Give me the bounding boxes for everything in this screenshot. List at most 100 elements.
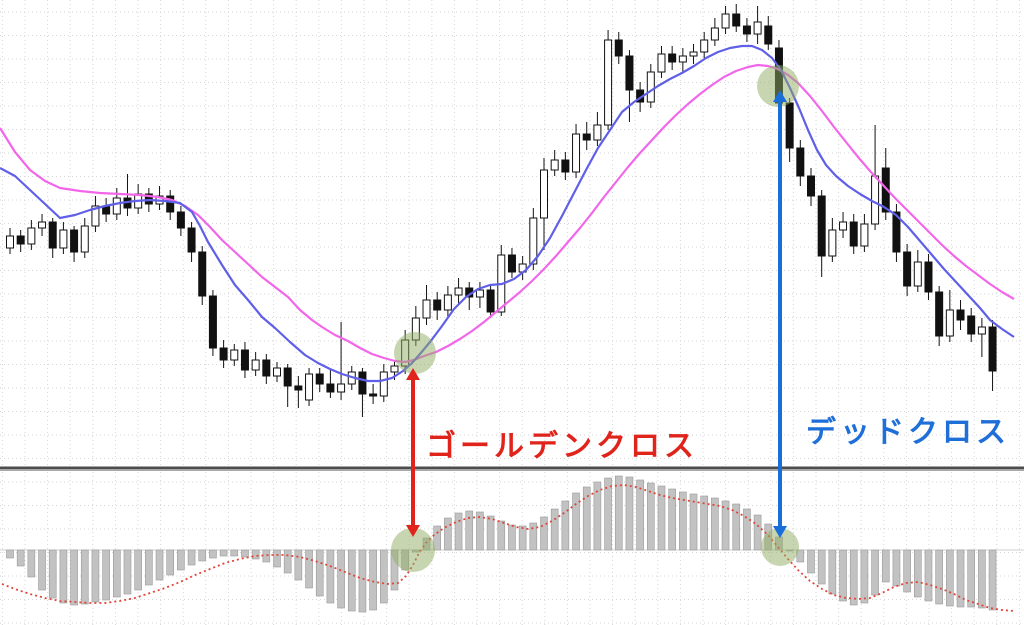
candle-bullish <box>977 326 986 335</box>
macd-bar <box>70 549 78 606</box>
candle-bearish <box>507 254 516 273</box>
candle-bullish <box>871 175 880 225</box>
candle-bullish <box>700 39 709 53</box>
candle-bearish <box>561 159 570 173</box>
candle-bullish <box>91 205 100 227</box>
golden-cross-label: ゴールデンクロス <box>426 430 698 463</box>
macd-bar <box>486 515 495 551</box>
macd-bar <box>198 549 207 562</box>
candle-bearish <box>48 221 57 249</box>
candle-bullish <box>646 71 655 103</box>
candle-bearish <box>176 211 185 229</box>
macd-bar <box>839 549 847 602</box>
macd-bar <box>913 549 922 598</box>
candle-bearish <box>892 211 901 253</box>
macd-bar <box>625 476 634 551</box>
candle-bearish <box>817 195 826 257</box>
macd-bar <box>978 549 986 609</box>
candle-bearish <box>187 227 196 253</box>
candle-bearish <box>369 393 378 397</box>
candle-bearish <box>935 291 944 337</box>
candle-bearish <box>764 25 773 45</box>
candle-bullish <box>38 221 47 229</box>
macd-bar <box>358 549 367 613</box>
candle-bearish <box>849 221 858 247</box>
candle-bullish <box>689 51 698 57</box>
macd-bar <box>80 549 89 605</box>
macd-bar <box>145 549 153 586</box>
macd-bar <box>871 549 879 596</box>
candle-bearish <box>796 147 805 177</box>
candle-bullish <box>475 289 484 298</box>
candle-bearish <box>294 385 303 391</box>
candle-bullish <box>454 287 463 296</box>
macd-bar <box>294 549 303 581</box>
macd-bar <box>48 549 57 599</box>
candle-bullish <box>529 217 538 265</box>
macd-bar <box>807 549 815 574</box>
candle-bullish <box>753 21 762 35</box>
candle-bearish <box>198 251 207 297</box>
macd-bar <box>337 549 345 609</box>
candle-bullish <box>305 373 314 401</box>
macd-bar <box>860 549 869 604</box>
macd-bar <box>27 549 36 578</box>
candle-bullish <box>230 349 239 361</box>
macd-bar <box>273 549 281 568</box>
candle-bullish <box>913 261 922 287</box>
candle-bullish <box>710 27 719 41</box>
candle-bullish <box>27 227 36 245</box>
macd-bar <box>315 549 324 597</box>
macd-bar <box>134 549 142 591</box>
macd-bar <box>251 549 260 560</box>
candle-bullish <box>657 53 666 73</box>
golden-cross-arrow-head-up <box>406 368 420 380</box>
macd-bar <box>454 512 463 551</box>
candle-bearish <box>219 347 228 361</box>
macd-bar <box>604 477 612 551</box>
macd-bar <box>817 549 826 585</box>
macd-bar <box>177 549 185 571</box>
candle-bullish <box>828 229 837 257</box>
macd-bar <box>881 549 890 583</box>
macd-bar <box>540 516 548 551</box>
candle-bearish <box>326 383 335 393</box>
macd-bar <box>946 549 954 607</box>
dead-cross-price-highlight <box>757 65 799 107</box>
candle-bearish <box>956 309 965 321</box>
candle-bullish <box>540 169 548 219</box>
macd-bar <box>561 500 570 551</box>
candle-bullish <box>721 13 730 29</box>
macd-bar <box>967 549 976 608</box>
candle-bearish <box>625 55 634 91</box>
macd-bar <box>91 549 100 603</box>
candle-bearish <box>582 133 591 141</box>
candle-bullish <box>593 124 602 141</box>
macd-bar <box>689 493 698 551</box>
candle-bullish <box>860 223 869 247</box>
dead-cross-label: デッドクロス <box>806 416 1010 449</box>
macd-bar <box>497 520 506 551</box>
candle-bearish <box>16 235 25 245</box>
macd-bar <box>155 549 164 581</box>
macd-bar <box>550 508 559 551</box>
candle-bullish <box>678 55 687 63</box>
macd-bar <box>123 549 132 595</box>
macd-bar <box>732 503 741 551</box>
macd-bar <box>679 491 687 551</box>
macd-bar <box>166 549 174 576</box>
dead-cross-arrow-head-down <box>773 526 787 538</box>
macd-bar <box>326 549 335 604</box>
macd-bar <box>209 549 217 559</box>
candle-bearish <box>614 39 623 57</box>
candle-bearish <box>486 289 495 313</box>
macd-bar <box>700 495 709 551</box>
macd-bar <box>283 549 292 574</box>
macd-bar <box>508 524 516 551</box>
candle-bullish <box>604 39 613 126</box>
candle-bearish <box>732 13 741 27</box>
dead-cross-arrow-head-up <box>773 90 787 102</box>
candle-bullish <box>945 309 954 337</box>
macd-bar <box>636 479 644 551</box>
candle-bullish <box>572 133 581 173</box>
